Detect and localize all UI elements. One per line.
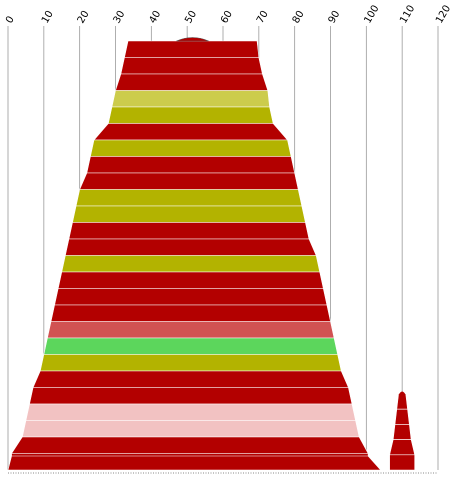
main-band-7: [90, 139, 292, 157]
x-tick-label-110: 110: [398, 3, 417, 25]
secondary-stack: [389, 391, 416, 471]
main-band-2: [120, 57, 263, 75]
x-tick-label-40: 40: [147, 9, 163, 26]
main-cap: [176, 37, 209, 42]
main-band-5: [107, 106, 274, 124]
main-band-16: [54, 288, 328, 306]
secondary-cap: [398, 391, 406, 395]
main-band-23: [25, 403, 356, 421]
main-band-1: [124, 40, 260, 58]
main-band-11: [72, 205, 306, 223]
x-tick-label-10: 10: [40, 9, 56, 26]
main-band-25: [11, 436, 369, 454]
main-band-20: [39, 354, 342, 372]
secondary-band-1: [396, 393, 408, 410]
x-tick-label-120: 120: [434, 3, 452, 25]
secondary-band-3: [392, 424, 412, 440]
main-band-17: [50, 304, 331, 322]
x-tick-label-100: 100: [362, 3, 381, 25]
x-tick-label-50: 50: [183, 9, 199, 26]
main-band-21: [32, 370, 349, 388]
secondary-band-2: [394, 408, 410, 425]
x-tick-label-80: 80: [291, 9, 307, 26]
x-tick-label-70: 70: [255, 9, 271, 26]
main-base-flare: [7, 455, 382, 471]
main-band-24: [21, 420, 360, 438]
main-stack: [7, 37, 382, 471]
main-band-18: [47, 321, 335, 339]
main-band-19: [43, 337, 339, 355]
main-band-8: [86, 156, 296, 174]
main-band-15: [57, 271, 324, 289]
main-band-4: [111, 90, 270, 108]
main-band-10: [75, 189, 303, 207]
main-band-22: [29, 387, 353, 405]
main-band-14: [61, 255, 321, 273]
main-band-3: [115, 73, 269, 91]
main-band-9: [79, 172, 299, 190]
x-axis-ticks: 0 10 20 30 40 50 60 70 80 90 100 110 120: [4, 3, 452, 25]
x-tick-label-20: 20: [76, 9, 92, 26]
secondary-band-5: [389, 454, 416, 471]
x-tick-label-90: 90: [327, 9, 343, 26]
main-band-13: [64, 238, 317, 256]
main-band-6: [93, 123, 289, 141]
x-tick-label-30: 30: [112, 9, 128, 26]
x-tick-label-60: 60: [219, 9, 235, 26]
secondary-band-4: [389, 439, 416, 456]
x-tick-label-0: 0: [4, 14, 17, 25]
main-band-12: [68, 222, 310, 240]
